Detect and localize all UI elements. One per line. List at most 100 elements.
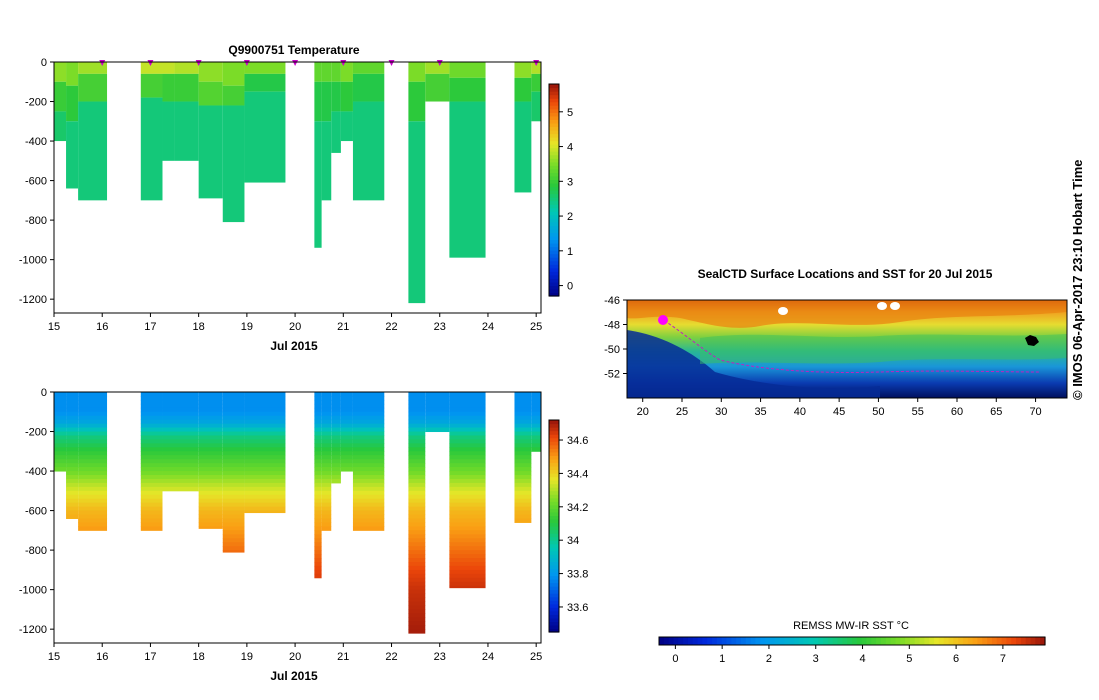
salinity-cell	[314, 490, 322, 496]
colorbar-tick-label: 34.6	[567, 435, 588, 447]
salinity-cell	[54, 455, 67, 460]
salinity-cell	[531, 419, 541, 425]
colorbar-swatch	[549, 420, 559, 425]
salinity-cell	[162, 486, 199, 492]
x-tick-label: 17	[144, 321, 156, 333]
salinity-cell	[162, 407, 199, 413]
salinity-cell	[352, 506, 385, 512]
salinity-cell	[331, 399, 341, 405]
salinity-cell	[531, 447, 541, 452]
colorbar-swatch	[549, 235, 559, 241]
colorbar-swatch	[808, 637, 814, 645]
colorbar-tick-label: 3	[567, 176, 573, 188]
salinity-cell	[140, 399, 163, 405]
salinity-cell	[408, 502, 426, 508]
salinity-cell	[408, 403, 426, 409]
salinity-cell	[331, 435, 341, 440]
salinity-cell	[78, 490, 108, 496]
salinity-cell	[66, 514, 79, 519]
colorbar-swatch	[977, 637, 983, 645]
salinity-cell	[531, 423, 541, 429]
salinity-cell	[162, 451, 199, 456]
salinity-cell	[408, 463, 426, 468]
salinity-cell	[162, 467, 199, 472]
colorbar-tick-label: 7	[1000, 653, 1006, 665]
salinity-cell	[314, 427, 322, 433]
salinity-cell	[244, 451, 286, 456]
salinity-cell	[314, 573, 322, 579]
y-tick-label: 0	[41, 387, 47, 399]
salinity-cell	[222, 407, 245, 413]
salinity-cell	[449, 542, 486, 547]
salinity-cell	[321, 447, 332, 452]
salinity-cell	[449, 486, 486, 492]
colorbar-swatch	[549, 137, 559, 142]
salinity-cell	[198, 447, 223, 452]
salinity-cell	[198, 415, 223, 421]
colorbar-swatch	[702, 637, 708, 645]
colorbar-swatch	[549, 603, 559, 608]
salinity-colorbar: 33.6 33.8 34 34.2 34.4 34.6	[548, 419, 588, 633]
colorbar-tick-label: 33.6	[567, 602, 588, 614]
salinity-cell	[54, 395, 67, 401]
salinity-cell	[331, 455, 341, 460]
salinity-cell	[449, 415, 486, 421]
salinity-cell	[408, 475, 426, 480]
salinity-cell	[408, 522, 426, 527]
salinity-cell	[198, 482, 223, 488]
salinity-cell	[321, 451, 332, 456]
salinity-cell	[321, 478, 332, 484]
salinity-cell	[340, 407, 353, 413]
y-tick-label: -52	[604, 369, 620, 381]
salinity-cell	[78, 475, 108, 480]
salinity-cell	[408, 443, 426, 448]
colorbar-swatch	[549, 593, 559, 598]
salinity-cell	[321, 506, 332, 512]
salinity-cell	[331, 451, 341, 456]
colorbar-swatch	[885, 637, 892, 645]
salinity-cell	[531, 392, 541, 397]
temperature-cell	[331, 62, 341, 82]
salinity-cell	[331, 467, 341, 472]
salinity-cell	[314, 554, 322, 559]
salinity-cell	[449, 467, 486, 472]
salinity-cell	[425, 392, 450, 397]
temperature-cell	[321, 81, 332, 122]
x-tick-label: 15	[48, 321, 60, 333]
salinity-cell	[140, 486, 163, 492]
salinity-cell	[340, 395, 353, 401]
colorbar-swatch	[687, 637, 694, 645]
temperature-cell	[331, 81, 341, 112]
salinity-cell	[198, 451, 223, 456]
salinity-cell	[162, 478, 199, 484]
salinity-cell	[352, 419, 385, 425]
salinity-cell	[222, 502, 245, 508]
salinity-cell	[321, 403, 332, 409]
salinity-cell	[244, 459, 286, 464]
colorbar-swatch	[549, 144, 559, 149]
salinity-cell	[352, 392, 385, 397]
salinity-cell	[66, 419, 79, 425]
colorbar-swatch	[549, 168, 559, 173]
salinity-y-axis: 0 -200 -400 -600 -800 -1000 -1200	[19, 387, 54, 636]
x-tick-label: 25	[530, 321, 542, 333]
salinity-cell	[449, 431, 486, 436]
salinity-cell	[449, 392, 486, 397]
temperature-cell	[140, 97, 163, 201]
salinity-cell	[244, 395, 286, 401]
salinity-cell	[140, 455, 163, 460]
temperature-cell	[340, 81, 353, 112]
colorbar-swatch	[549, 515, 559, 520]
salinity-cell	[449, 585, 486, 589]
salinity-cell	[78, 506, 108, 512]
colorbar-swatch	[856, 637, 863, 645]
salinity-cell	[449, 581, 486, 587]
colorbar-swatch	[755, 637, 761, 645]
colorbar-tick-label: 4	[567, 142, 573, 154]
salinity-cell	[162, 411, 199, 417]
salinity-cell	[78, 510, 108, 516]
colorbar-frame	[548, 83, 560, 297]
colorbar-swatch	[549, 232, 559, 237]
colorbar-swatch	[549, 260, 559, 265]
salinity-cell	[514, 431, 532, 436]
